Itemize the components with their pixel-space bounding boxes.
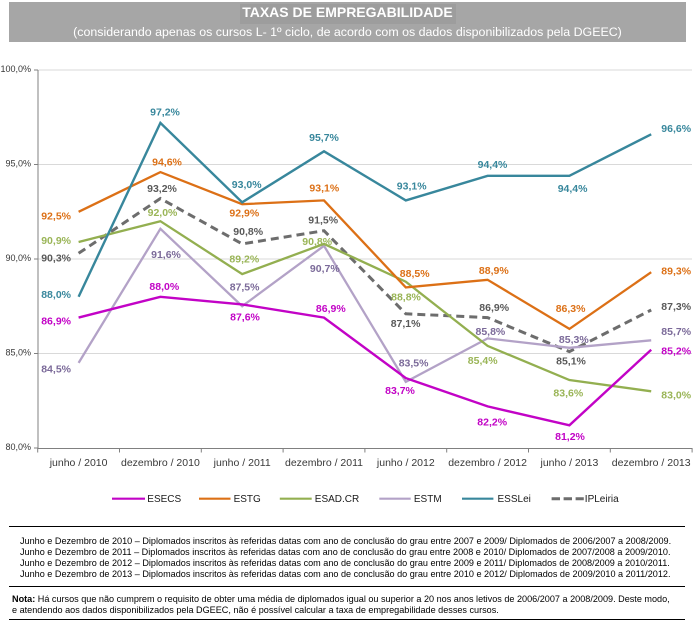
- svg-text:93,1%: 93,1%: [309, 183, 339, 195]
- svg-text:83,5%: 83,5%: [399, 358, 429, 370]
- svg-text:dezembro / 2010: dezembro / 2010: [121, 457, 200, 469]
- svg-text:85,4%: 85,4%: [468, 355, 498, 367]
- svg-text:89,3%: 89,3%: [661, 266, 691, 278]
- svg-text:100,0%: 100,0%: [0, 64, 31, 74]
- svg-text:88,0%: 88,0%: [41, 289, 71, 301]
- svg-text:82,2%: 82,2%: [477, 417, 507, 429]
- svg-text:90,8%: 90,8%: [233, 226, 263, 238]
- svg-text:91,5%: 91,5%: [308, 215, 338, 227]
- svg-text:85,8%: 85,8%: [476, 326, 506, 338]
- svg-text:81,2%: 81,2%: [555, 431, 585, 443]
- svg-text:dezembro / 2012: dezembro / 2012: [448, 457, 527, 469]
- svg-text:88,8%: 88,8%: [391, 291, 421, 303]
- svg-text:86,9%: 86,9%: [41, 316, 71, 328]
- svg-text:94,4%: 94,4%: [558, 183, 588, 195]
- svg-text:87,3%: 87,3%: [661, 301, 691, 313]
- svg-text:90,9%: 90,9%: [41, 235, 71, 247]
- svg-text:85,1%: 85,1%: [556, 356, 586, 368]
- svg-text:90,8%: 90,8%: [302, 236, 332, 248]
- svg-text:88,5%: 88,5%: [400, 268, 430, 280]
- svg-text:IPLeiria: IPLeiria: [585, 494, 619, 505]
- svg-text:94,6%: 94,6%: [152, 157, 182, 169]
- svg-text:94,4%: 94,4%: [478, 159, 508, 171]
- svg-text:89,2%: 89,2%: [229, 254, 259, 266]
- svg-text:85,0%: 85,0%: [5, 348, 31, 358]
- svg-text:95,7%: 95,7%: [309, 132, 339, 144]
- svg-text:96,6%: 96,6%: [661, 123, 691, 135]
- svg-text:87,5%: 87,5%: [230, 282, 260, 294]
- svg-text:junho / 2012: junho / 2012: [376, 457, 435, 469]
- svg-text:ESSLei: ESSLei: [498, 494, 531, 505]
- svg-text:ESTG: ESTG: [234, 494, 261, 505]
- svg-text:junho / 2013: junho / 2013: [539, 457, 598, 469]
- svg-text:85,2%: 85,2%: [661, 345, 691, 357]
- svg-text:ESAD.CR: ESAD.CR: [315, 494, 359, 505]
- svg-text:83,6%: 83,6%: [553, 388, 583, 400]
- svg-text:86,9%: 86,9%: [316, 303, 346, 315]
- svg-text:junho / 2010: junho / 2010: [49, 457, 108, 469]
- svg-text:84,5%: 84,5%: [41, 364, 71, 376]
- svg-text:91,6%: 91,6%: [151, 249, 181, 261]
- svg-text:90,7%: 90,7%: [310, 263, 340, 275]
- svg-text:86,3%: 86,3%: [556, 303, 586, 315]
- svg-text:90,0%: 90,0%: [5, 253, 31, 263]
- svg-text:85,3%: 85,3%: [559, 334, 589, 346]
- svg-text:80,0%: 80,0%: [5, 442, 31, 452]
- svg-text:ESECS: ESECS: [147, 494, 181, 505]
- svg-text:83,7%: 83,7%: [385, 385, 415, 397]
- svg-text:95,0%: 95,0%: [5, 159, 31, 169]
- svg-text:92,5%: 92,5%: [41, 211, 71, 223]
- svg-text:92,0%: 92,0%: [148, 207, 178, 219]
- svg-text:92,9%: 92,9%: [229, 207, 259, 219]
- svg-text:88,9%: 88,9%: [479, 265, 509, 277]
- svg-text:93,1%: 93,1%: [397, 181, 427, 193]
- svg-text:93,2%: 93,2%: [147, 183, 177, 195]
- svg-text:97,2%: 97,2%: [150, 107, 180, 119]
- svg-text:junho / 2011: junho / 2011: [213, 457, 271, 469]
- svg-text:93,0%: 93,0%: [232, 179, 262, 191]
- svg-text:90,3%: 90,3%: [41, 253, 71, 265]
- svg-text:dezembro / 2013: dezembro / 2013: [612, 457, 691, 469]
- svg-text:dezembro / 2011: dezembro / 2011: [285, 457, 363, 469]
- svg-text:87,1%: 87,1%: [391, 318, 421, 330]
- svg-text:83,0%: 83,0%: [661, 390, 691, 402]
- svg-text:86,9%: 86,9%: [479, 302, 509, 314]
- svg-text:ESTM: ESTM: [414, 494, 442, 505]
- svg-text:87,6%: 87,6%: [230, 312, 260, 324]
- svg-text:88,0%: 88,0%: [149, 281, 179, 293]
- svg-text:85,7%: 85,7%: [661, 326, 691, 338]
